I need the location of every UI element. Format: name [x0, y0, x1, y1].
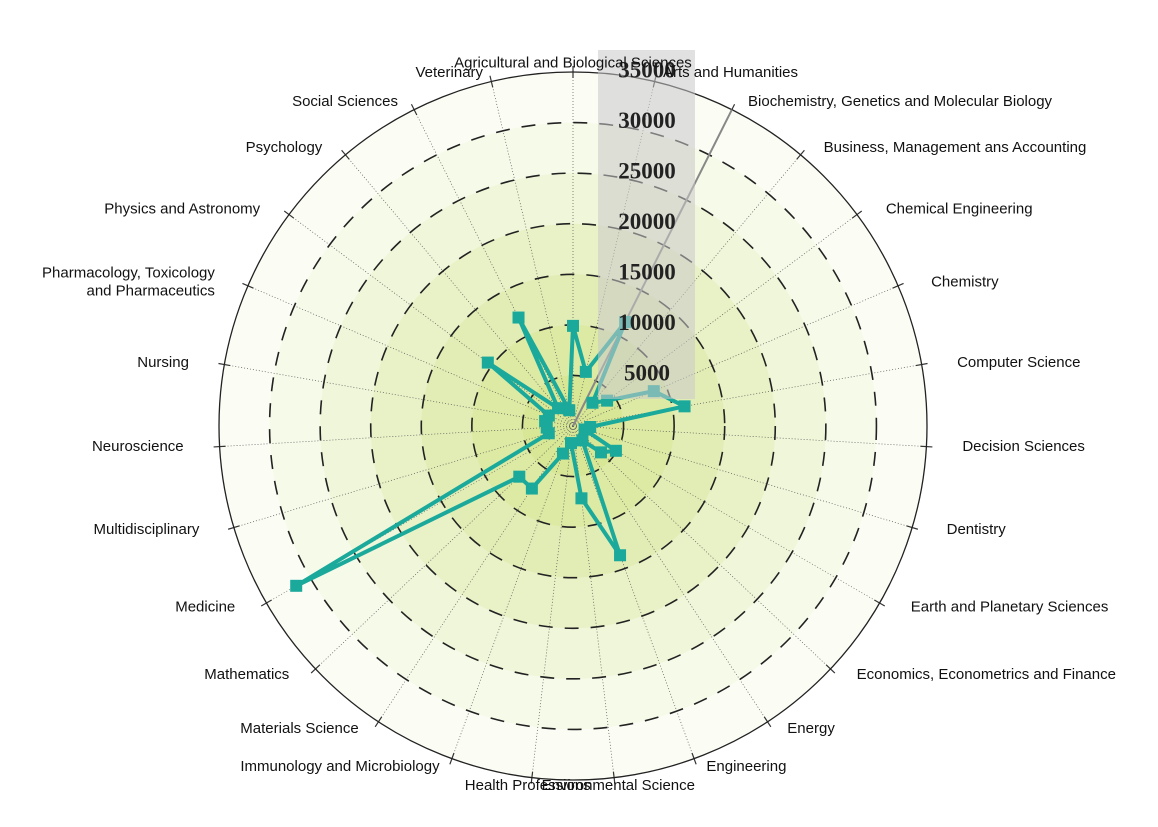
category-label: Computer Science	[957, 354, 1080, 371]
spoke	[572, 425, 880, 604]
data-marker	[512, 311, 525, 324]
spoke	[572, 425, 695, 759]
grid-circle	[319, 172, 827, 680]
data-marker	[578, 423, 591, 436]
spoke	[572, 425, 913, 528]
spoke	[345, 154, 574, 427]
category-label: Agricultural and Biological Sciences	[454, 54, 692, 71]
y-tick-label: 15000	[618, 260, 676, 285]
spoke	[491, 81, 574, 427]
category-label: Biochemistry, Genetics and Molecular Bio…	[748, 93, 1053, 110]
tick-panel	[598, 50, 695, 399]
category-label: Health Professions	[465, 777, 591, 794]
y-tick-label: 25000	[618, 158, 676, 183]
spoke	[531, 425, 574, 778]
spoke	[572, 425, 768, 722]
spoke	[219, 425, 574, 447]
grid-circle	[420, 273, 726, 579]
category-label: Chemistry	[931, 273, 999, 290]
data-marker	[575, 492, 588, 505]
category-label: Materials Science	[240, 720, 358, 737]
category-label: Decision Sciences	[962, 438, 1085, 455]
data-marker	[576, 434, 589, 447]
y-tick-label: 20000	[618, 209, 676, 234]
category-label: Physics and Astronomy	[104, 200, 260, 217]
category-label: Engineering	[706, 758, 786, 775]
spoke	[224, 364, 574, 427]
category-label: Business, Management ans Accounting	[824, 139, 1087, 156]
data-marker	[586, 396, 599, 409]
grid-circle	[369, 222, 777, 630]
spoke	[288, 214, 574, 427]
data-marker	[567, 319, 579, 332]
spoke	[413, 109, 574, 427]
data-marker	[556, 447, 569, 460]
spoke	[572, 364, 922, 427]
spoke	[378, 425, 574, 722]
data-marker	[513, 470, 526, 483]
category-label: Energy	[787, 720, 835, 737]
category-label: Social Sciences	[292, 93, 398, 110]
spoke	[572, 285, 899, 427]
category-label: Dentistry	[947, 521, 1007, 538]
category-label: Economics, Econometrics and Finance	[857, 666, 1116, 683]
data-marker	[614, 549, 627, 562]
spoke	[233, 425, 574, 528]
category-label-line: Pharmacology, Toxicology	[42, 264, 215, 281]
category-label: Mathematics	[204, 666, 289, 683]
category-label: Medicine	[175, 598, 235, 615]
category-label: Immunology and Microbiology	[240, 758, 440, 775]
spoke	[247, 285, 574, 427]
category-label: Pharmacology, Toxicology and Pharmaceutic…	[42, 264, 215, 299]
spoke	[451, 425, 574, 759]
y-tick-label: 10000	[618, 310, 676, 335]
spoke	[572, 425, 831, 670]
category-label: Arts and Humanities	[663, 64, 798, 81]
data-marker	[579, 365, 592, 378]
spoke	[572, 425, 927, 447]
spoke	[572, 425, 615, 778]
category-label: Nursing	[137, 354, 189, 371]
category-label: Psychology	[246, 139, 323, 156]
category-label: Veterinary	[416, 64, 484, 81]
category-label: Neuroscience	[92, 438, 184, 455]
data-marker	[525, 482, 538, 495]
grid-circle	[521, 374, 625, 478]
category-label: Environmental Science	[542, 777, 695, 794]
y-tick-label: 30000	[618, 108, 676, 133]
category-label: Earth and Planetary Sciences	[911, 598, 1109, 615]
grid-circle	[268, 121, 878, 731]
spoke	[315, 425, 574, 670]
data-marker	[678, 400, 691, 413]
outer-circle	[218, 71, 928, 781]
spoke	[572, 214, 858, 427]
y-tick-label: 35000	[618, 57, 676, 82]
data-marker	[594, 446, 607, 459]
data-marker	[481, 356, 494, 369]
data-marker	[290, 579, 303, 592]
category-label: Multidisciplinary	[94, 521, 200, 538]
category-label-line: and Pharmaceutics	[86, 282, 214, 299]
category-label: Chemical Engineering	[886, 200, 1033, 217]
data-marker	[565, 437, 578, 450]
y-tick-label: 5000	[624, 361, 670, 386]
data-marker	[563, 404, 576, 417]
data-marker	[542, 409, 555, 422]
data-marker	[552, 402, 565, 415]
data-marker	[609, 444, 622, 457]
